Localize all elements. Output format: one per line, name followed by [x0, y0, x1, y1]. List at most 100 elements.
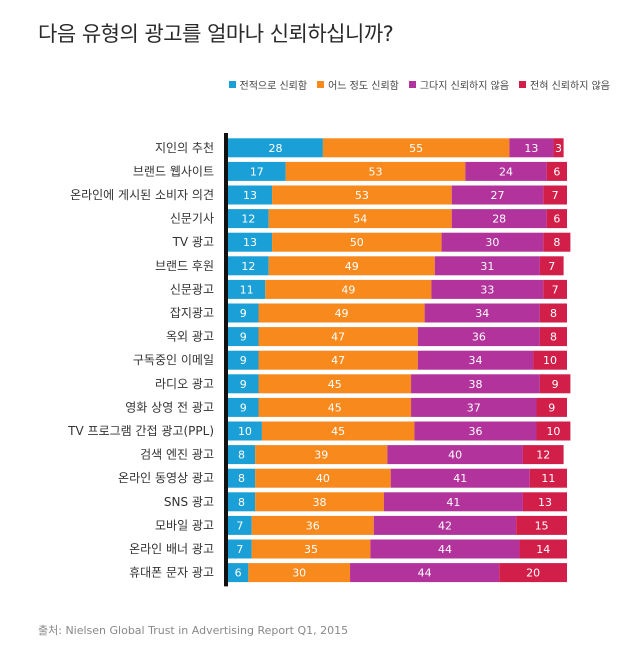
- bar-segment: [539, 256, 564, 276]
- bar-segment: [272, 232, 442, 252]
- bar-segment: [228, 397, 259, 417]
- data-label: 36: [472, 331, 486, 344]
- data-label: 24: [499, 165, 513, 178]
- data-label: 8: [550, 307, 557, 320]
- category-label: 온라인에 게시된 소비자 의견: [70, 188, 214, 202]
- bar-segment: [536, 421, 571, 441]
- data-label: 9: [548, 401, 555, 414]
- data-label: 34: [468, 354, 482, 367]
- data-label: 39: [314, 449, 328, 462]
- bar-segment: [546, 209, 567, 229]
- bar-segment: [228, 185, 273, 205]
- bar-segment: [350, 563, 500, 583]
- bar-segment: [228, 279, 266, 299]
- category-label: 신문광고: [170, 282, 214, 296]
- bar-segment: [417, 350, 534, 370]
- bar-segment: [370, 539, 520, 559]
- bar-segment: [228, 256, 269, 276]
- data-label: 34: [475, 307, 489, 320]
- category-label: 모바일 광고: [155, 518, 214, 532]
- bar-segment: [441, 232, 544, 252]
- bar-segment: [411, 374, 540, 394]
- bar-segment: [522, 492, 567, 512]
- bar-segment: [516, 515, 567, 535]
- bar-segment: [258, 397, 412, 417]
- data-label: 15: [535, 519, 549, 532]
- bar-segment: [228, 563, 249, 583]
- legend-swatch: [519, 81, 527, 88]
- bar-segment: [258, 374, 412, 394]
- bar-segment: [499, 563, 567, 583]
- data-label: 7: [552, 283, 559, 296]
- data-label: 44: [418, 567, 432, 580]
- legend: 전적으로 신뢰함 어느 정도 신뢰함 그다지 신뢰하지 않음 전혀 신뢰하지 않…: [170, 77, 610, 92]
- data-label: 31: [480, 260, 494, 273]
- data-label: 12: [536, 449, 550, 462]
- bar-segment: [228, 209, 269, 229]
- data-label: 13: [524, 142, 538, 155]
- bar-segment: [322, 138, 510, 158]
- bar-segment: [522, 445, 564, 465]
- bar-segment: [543, 232, 571, 252]
- bar-segment: [228, 515, 252, 535]
- data-label: 7: [236, 543, 243, 556]
- legend-item: 그다지 신뢰하지 않음: [408, 77, 510, 92]
- data-label: 37: [467, 401, 481, 414]
- bar-segment: [228, 445, 256, 465]
- bar-segment: [539, 327, 567, 347]
- data-label: 50: [350, 236, 364, 249]
- data-label: 11: [541, 472, 555, 485]
- data-label: 33: [480, 283, 494, 296]
- data-label: 42: [438, 519, 452, 532]
- bar-segment: [228, 303, 259, 323]
- data-label: 9: [240, 378, 247, 391]
- data-label: 9: [240, 354, 247, 367]
- data-label: 53: [355, 189, 369, 202]
- category-label: 휴대폰 문자 광고: [129, 566, 214, 580]
- bar-segment: [228, 468, 256, 488]
- bar-segment: [390, 468, 530, 488]
- data-label: 9: [552, 378, 559, 391]
- data-label: 30: [485, 236, 499, 249]
- data-label: 20: [526, 567, 540, 580]
- legend-item: 어느 정도 신뢰함: [317, 77, 399, 92]
- data-label: 38: [468, 378, 482, 391]
- data-label: 35: [304, 543, 318, 556]
- legend-label: 그다지 신뢰하지 않음: [419, 81, 510, 92]
- data-label: 8: [550, 331, 557, 344]
- category-label: 지인의 추천: [155, 140, 214, 155]
- data-label: 47: [331, 331, 345, 344]
- bar-segment: [228, 232, 273, 252]
- bar-segment: [255, 492, 384, 512]
- category-label: TV 광고: [172, 235, 214, 249]
- data-label: 40: [448, 449, 462, 462]
- category-label: 브랜드 후원: [155, 259, 214, 273]
- bar-segment: [553, 138, 564, 158]
- data-label: 55: [409, 142, 423, 155]
- bar-segment: [546, 161, 567, 181]
- bar-segment: [272, 185, 452, 205]
- category-label: 브랜드 웹사이트: [133, 164, 214, 178]
- bar-segment: [465, 161, 547, 181]
- data-label: 45: [328, 378, 342, 391]
- data-label: 47: [331, 354, 345, 367]
- bar-segment: [268, 256, 435, 276]
- category-label: 구독중인 이메일: [133, 353, 214, 367]
- bar-segment: [228, 492, 256, 512]
- bar-segment: [261, 421, 415, 441]
- data-label: 28: [268, 142, 282, 155]
- data-label: 6: [553, 213, 560, 226]
- legend-item: 전적으로 신뢰함: [228, 77, 307, 92]
- data-label: 7: [236, 519, 243, 532]
- bar-segment: [543, 185, 567, 205]
- bar-segment: [228, 374, 259, 394]
- data-label: 7: [552, 189, 559, 202]
- bar-segment: [519, 539, 567, 559]
- data-label: 10: [546, 425, 560, 438]
- legend-label: 전혀 신뢰하지 않음: [530, 81, 610, 92]
- data-label: 13: [538, 496, 552, 509]
- bar-segment: [451, 185, 544, 205]
- bar-segment: [228, 350, 259, 370]
- data-label: 17: [250, 165, 264, 178]
- data-label: 38: [313, 496, 327, 509]
